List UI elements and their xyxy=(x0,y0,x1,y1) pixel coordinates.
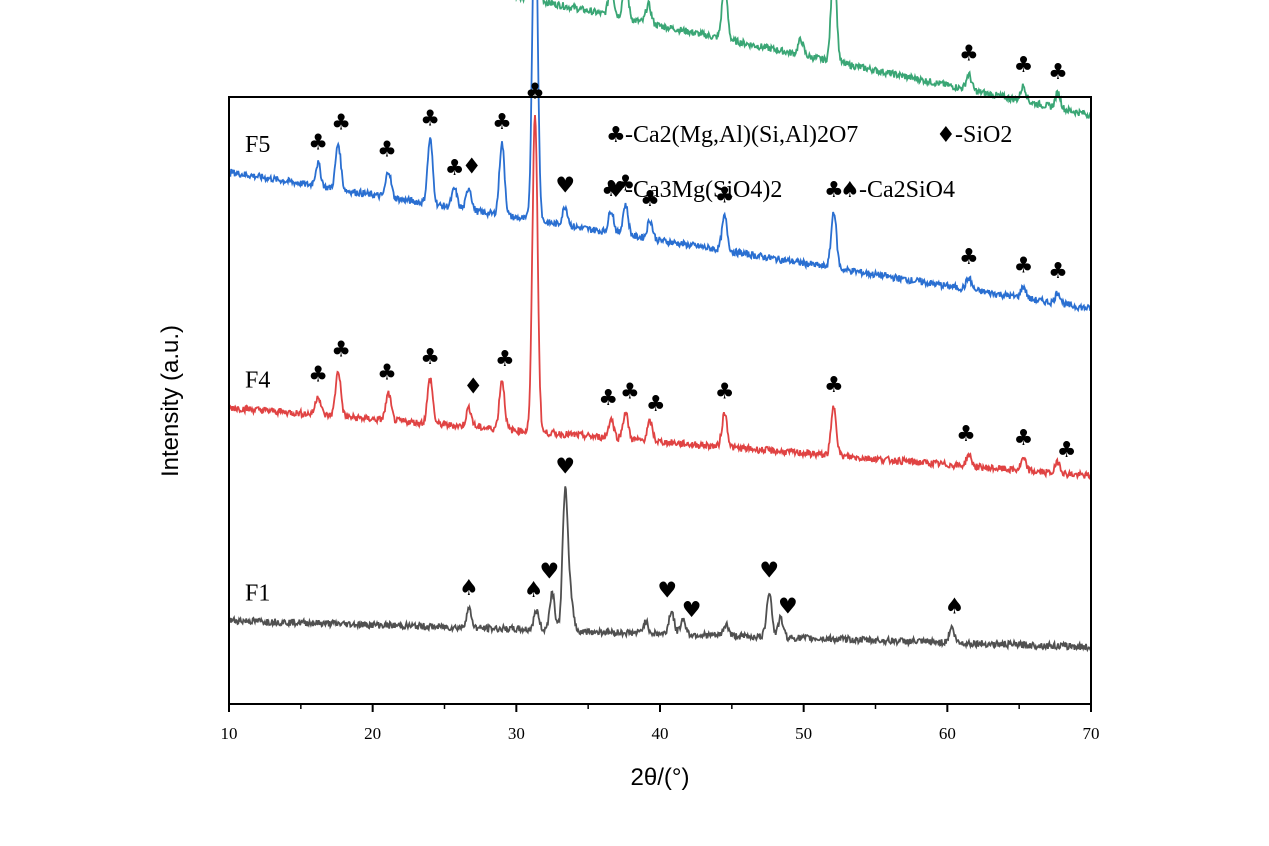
peak-marker: ♣ xyxy=(1048,259,1068,284)
peak-marker: ♣ xyxy=(646,392,666,417)
peak-marker: ♦ xyxy=(463,375,483,400)
peak-marker: ♣ xyxy=(1014,254,1034,279)
legend-text: -Ca2(Mg,Al)(Si,Al)2O7 xyxy=(625,122,858,148)
legend-text: -Ca3Mg(SiO4)2 xyxy=(625,177,782,203)
peak-marker: ♣ xyxy=(640,187,660,212)
series-label-f5: F5 xyxy=(245,132,270,158)
peak-marker: ♣ xyxy=(331,338,351,363)
peak-marker: ♣ xyxy=(1014,426,1034,451)
peak-marker: ♣ xyxy=(824,373,844,398)
peak-marker: ♣ xyxy=(959,245,979,270)
peak-marker: ♣ xyxy=(495,347,515,372)
peak-marker: ♣ xyxy=(1048,60,1068,85)
peak-marker: ♣ xyxy=(715,183,735,208)
x-tick-label: 60 xyxy=(939,724,956,743)
legend-text: -SiO2 xyxy=(955,122,1012,148)
peak-marker: ♣ xyxy=(715,380,735,405)
peak-marker: ♠ xyxy=(945,594,965,619)
peak-marker: ♣ xyxy=(598,386,618,411)
peak-marker: ♣ xyxy=(959,41,979,66)
peak-marker: ♥ xyxy=(778,594,798,619)
peak-marker: ♣ xyxy=(616,172,636,197)
peak-marker: ♥ xyxy=(555,173,575,198)
peak-marker: ♠ xyxy=(524,578,544,603)
peak-marker: ♦ xyxy=(462,154,482,179)
x-tick-label: 10 xyxy=(221,724,238,743)
peak-marker: ♣ xyxy=(525,80,545,105)
series-line-f4 xyxy=(228,115,1092,481)
peak-marker: ♥ xyxy=(682,598,702,623)
peak-marker: ♥ xyxy=(555,455,575,480)
peak-marker: ♣ xyxy=(620,379,640,404)
peak-marker: ♣ xyxy=(492,110,512,135)
x-axis-title: 2θ/(°) xyxy=(631,764,690,791)
x-tick-label: 40 xyxy=(652,724,669,743)
peak-marker: ♣ xyxy=(956,422,976,447)
legend-text: -Ca2SiO4 xyxy=(859,177,955,203)
x-tick-label: 50 xyxy=(795,724,812,743)
peak-marker: ♣ xyxy=(824,178,844,203)
peak-marker: ♥ xyxy=(759,558,779,583)
x-tick-label: 30 xyxy=(508,724,525,743)
series-line-f1 xyxy=(228,486,1092,653)
x-tick-label: 20 xyxy=(364,724,381,743)
peak-marker: ♣ xyxy=(308,130,328,155)
peak-marker: ♣ xyxy=(1057,438,1077,463)
x-tick-label: 70 xyxy=(1083,724,1100,743)
series-line-f6 xyxy=(512,0,1092,120)
peak-marker: ♥ xyxy=(540,559,560,584)
series-line-f5 xyxy=(228,0,1092,313)
legend-symbol: ♠ xyxy=(840,178,860,203)
peak-marker: ♣ xyxy=(420,345,440,370)
peak-marker: ♣ xyxy=(420,106,440,131)
peak-marker: ♣ xyxy=(445,156,465,181)
peak-marker: ♣ xyxy=(308,363,328,388)
peak-marker: ♣ xyxy=(601,177,621,202)
peak-marker: ♥ xyxy=(657,578,677,603)
legend-symbol: ♥ xyxy=(606,178,626,203)
peak-marker: ♣ xyxy=(1014,53,1034,78)
legend-symbol: ♦ xyxy=(936,123,956,148)
series-label-f4: F4 xyxy=(245,368,270,394)
legend-symbol: ♣ xyxy=(606,123,626,148)
peak-marker: ♣ xyxy=(331,111,351,136)
series-label-f1: F1 xyxy=(245,580,270,606)
peak-marker: ♣ xyxy=(377,361,397,386)
y-axis-title: Intensity (a.u.) xyxy=(157,325,184,477)
legend: ♣ -Ca2(Mg,Al)(Si,Al)2O7 ♦ -SiO2♥ -Ca3Mg(SiO4… xyxy=(606,122,1012,203)
peak-marker: ♣ xyxy=(377,138,397,163)
peak-marker: ♠ xyxy=(459,576,479,601)
